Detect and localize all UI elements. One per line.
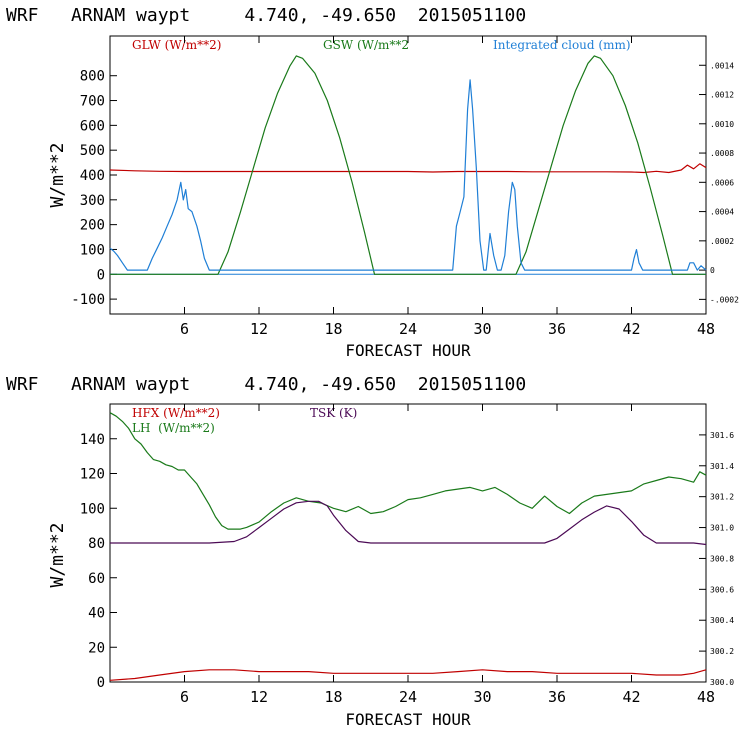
chart2-y2-tick-label: 300.4 xyxy=(710,616,734,625)
chart2-x-tick-label: 6 xyxy=(180,688,189,706)
chart2-y-tick-label: 100 xyxy=(80,501,105,517)
chart1-series-gsw xyxy=(110,55,706,275)
chart1-title: WRF ARNAM waypt 4.740, -49.650 201505110… xyxy=(6,5,526,26)
chart1-x-tick-label: 42 xyxy=(622,320,640,338)
chart2-y-tick-label: 80 xyxy=(88,536,105,552)
chart2-series-tsk xyxy=(110,500,707,546)
chart2-series-hfx xyxy=(109,669,707,681)
chart1-legend-cloud: Integrated cloud (mm) xyxy=(493,38,631,52)
chart1-frame xyxy=(109,35,707,315)
chart2-series-lh xyxy=(109,412,707,530)
chart2-x-tick-label: 18 xyxy=(324,688,342,706)
chart1-ticks: 6 12 18 24 30 36 42 48 -100 0 100 200 300 400 500 600 70… xyxy=(71,36,739,338)
chart1-y-axis-label: W/m**2 xyxy=(47,142,68,207)
chart2-y2-tick-label: 300.8 xyxy=(710,554,734,563)
chart2-y-axis-label: W/m**2 xyxy=(47,522,68,587)
chart1-y-tick-label: 800 xyxy=(80,69,105,85)
chart1-x-tick-label: 36 xyxy=(548,320,566,338)
chart1-y-tick-label: 300 xyxy=(80,193,105,209)
chart1-x-tick-label: 12 xyxy=(250,320,268,338)
chart2-y2-tick-label: 301.6 xyxy=(710,431,734,440)
chart2-x-tick-label: 12 xyxy=(250,688,268,706)
chart1-y2-tick-label: .0002 xyxy=(710,237,734,246)
chart1-series-integrated xyxy=(109,79,707,271)
chart2-legend-tsk: TSK (K) xyxy=(310,406,357,420)
chart2-y2-tick-label: 300.0 xyxy=(710,678,734,687)
chart1-y2-tick-label: .0006 xyxy=(710,178,734,187)
chart2-x-tick-label: 24 xyxy=(399,688,417,706)
chart2-x-tick-label: 36 xyxy=(548,688,566,706)
chart2-y-tick-label: 60 xyxy=(88,571,105,587)
chart1-y2-tick-label: .0010 xyxy=(710,120,734,129)
chart1-y2-tick-label: .0014 xyxy=(710,61,734,70)
chart2-y2-tick-label: 301.2 xyxy=(710,493,734,502)
chart2-y-tick-label: 140 xyxy=(80,432,105,448)
chart1-y2-tick-label: 0 xyxy=(710,266,715,275)
chart1-y2-tick-label: .0012 xyxy=(710,91,734,100)
chart1-legend-glw: GLW (W/m**2) xyxy=(132,38,221,52)
chart2-y2-tick-label: 301.4 xyxy=(710,462,734,471)
chart2-legend-lh: LH (W/m**2) xyxy=(132,421,215,435)
chart1-y-tick-label: 600 xyxy=(80,118,105,134)
chart2-y-tick-label: 40 xyxy=(88,606,105,622)
chart2-y-tick-label: 120 xyxy=(80,467,105,483)
chart2-y2-tick-label: 301.0 xyxy=(710,524,734,533)
chart1-x-tick-label: 48 xyxy=(697,320,715,338)
chart2-x-tick-label: 48 xyxy=(697,688,715,706)
chart1-series-glw xyxy=(109,163,707,174)
chart1-y-tick-label: 0 xyxy=(97,267,105,283)
chart2-x-axis-label: FORECAST HOUR xyxy=(345,710,471,729)
chart1-series xyxy=(109,55,707,275)
chart2-x-tick-label: 42 xyxy=(622,688,640,706)
chart1-y2-tick-label: .0008 xyxy=(710,149,734,158)
chart1-y2-tick-label: -.0002 xyxy=(710,295,739,304)
chart2-y2-tick-label: 300.2 xyxy=(710,647,734,656)
chart1-legend-gsw: GSW (W/m**2 xyxy=(323,38,409,52)
chart1-x-tick-label: 30 xyxy=(473,320,491,338)
chart1-y-tick-label: -100 xyxy=(71,292,105,308)
chart1-y-tick-label: 200 xyxy=(80,218,105,234)
chart2-y-tick-label: 0 xyxy=(97,675,105,691)
chart1-y2-tick-label: .0004 xyxy=(710,208,734,217)
chart1-x-tick-label: 18 xyxy=(324,320,342,338)
chart2-x-tick-label: 30 xyxy=(473,688,491,706)
chart2-legend-hfx: HFX (W/m**2) xyxy=(132,406,220,420)
chart1-y-tick-label: 500 xyxy=(80,143,105,159)
chart2-y2-tick-label: 300.6 xyxy=(710,585,734,594)
chart1-x-tick-label: 24 xyxy=(399,320,417,338)
chart2-title: WRF ARNAM waypt 4.740, -49.650 201505110… xyxy=(6,374,526,395)
chart1-y-tick-label: 700 xyxy=(80,94,105,110)
chart2-series xyxy=(109,412,707,681)
chart1-y-tick-label: 100 xyxy=(80,242,105,258)
chart1-x-axis-label: FORECAST HOUR xyxy=(345,341,471,360)
chart1-x-tick-label: 6 xyxy=(180,320,189,338)
chart2-ticks: 6 12 18 24 30 36 42 48 0 20 40 60 80 100 120 140 300.0 30… xyxy=(80,404,734,706)
chart2-y-tick-label: 20 xyxy=(88,640,105,656)
chart1-y-tick-label: 400 xyxy=(80,168,105,184)
